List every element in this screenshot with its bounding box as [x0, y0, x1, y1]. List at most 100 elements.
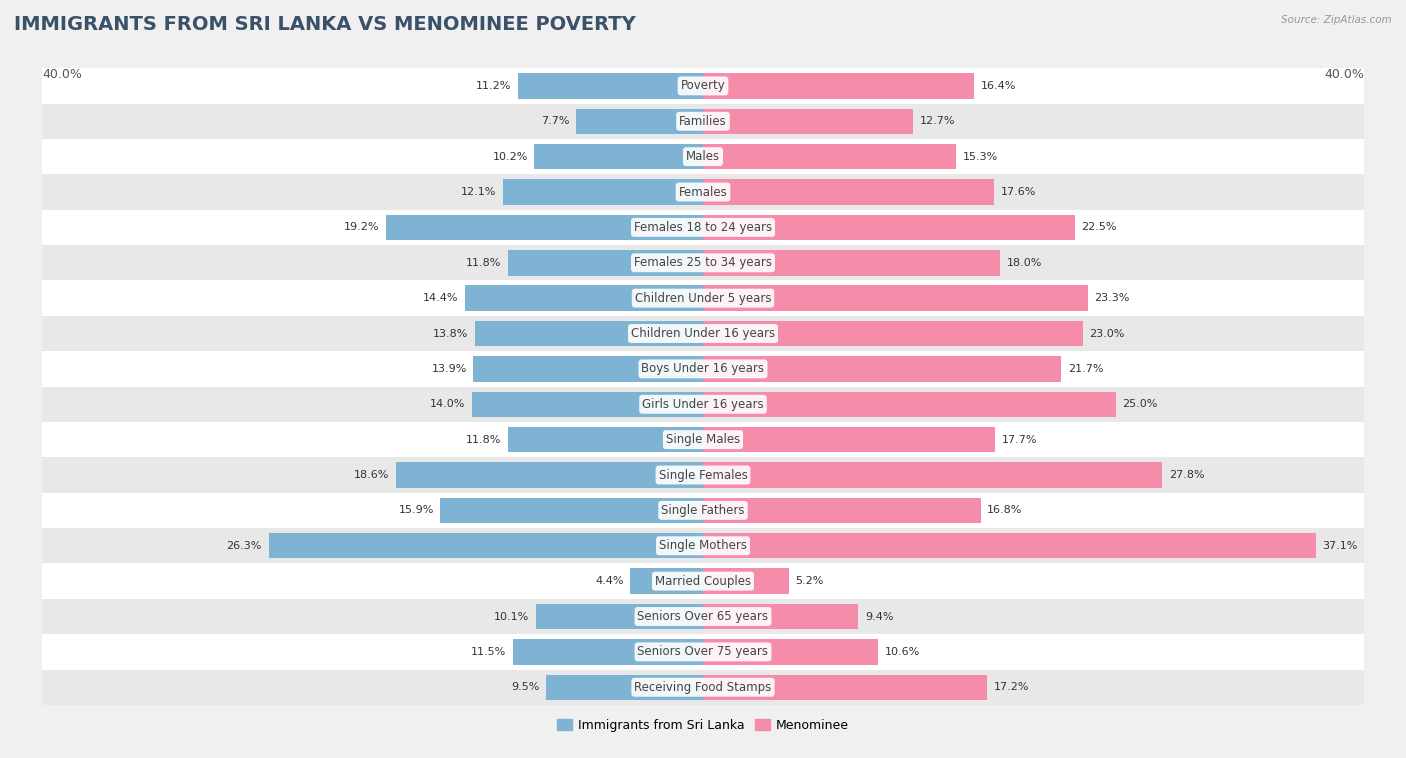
Text: 11.8%: 11.8%: [465, 434, 502, 445]
Bar: [703, 568, 789, 594]
Bar: [42, 174, 1364, 210]
Text: Females 25 to 34 years: Females 25 to 34 years: [634, 256, 772, 269]
Bar: [42, 68, 1364, 104]
Bar: [42, 351, 1364, 387]
Bar: [395, 462, 703, 487]
Text: Married Couples: Married Couples: [655, 575, 751, 587]
Bar: [534, 144, 703, 169]
Text: 23.3%: 23.3%: [1094, 293, 1130, 303]
Bar: [703, 604, 858, 629]
Text: 9.5%: 9.5%: [510, 682, 540, 692]
Bar: [576, 108, 703, 134]
Bar: [42, 139, 1364, 174]
Text: 13.8%: 13.8%: [433, 328, 468, 339]
Text: Girls Under 16 years: Girls Under 16 years: [643, 398, 763, 411]
Bar: [630, 568, 703, 594]
Bar: [440, 498, 703, 523]
Bar: [42, 669, 1364, 705]
Text: 15.9%: 15.9%: [398, 506, 433, 515]
Text: Single Females: Single Females: [658, 468, 748, 481]
Bar: [517, 74, 703, 99]
Text: 12.1%: 12.1%: [461, 187, 496, 197]
Bar: [42, 493, 1364, 528]
Text: 10.2%: 10.2%: [492, 152, 527, 161]
Text: 40.0%: 40.0%: [42, 68, 82, 81]
Text: Children Under 5 years: Children Under 5 years: [634, 292, 772, 305]
Text: 40.0%: 40.0%: [1324, 68, 1364, 81]
Text: 25.0%: 25.0%: [1122, 399, 1159, 409]
Text: 11.2%: 11.2%: [477, 81, 512, 91]
Text: 18.6%: 18.6%: [354, 470, 389, 480]
Bar: [508, 250, 703, 275]
Bar: [42, 599, 1364, 634]
Bar: [42, 634, 1364, 669]
Text: 15.3%: 15.3%: [962, 152, 998, 161]
Text: 14.0%: 14.0%: [430, 399, 465, 409]
Text: 11.5%: 11.5%: [471, 647, 506, 657]
Bar: [42, 387, 1364, 422]
Text: 11.8%: 11.8%: [465, 258, 502, 268]
Text: 23.0%: 23.0%: [1090, 328, 1125, 339]
Text: Boys Under 16 years: Boys Under 16 years: [641, 362, 765, 375]
Text: 4.4%: 4.4%: [595, 576, 624, 586]
Text: IMMIGRANTS FROM SRI LANKA VS MENOMINEE POVERTY: IMMIGRANTS FROM SRI LANKA VS MENOMINEE P…: [14, 15, 636, 34]
Text: 5.2%: 5.2%: [796, 576, 824, 586]
Bar: [546, 675, 703, 700]
Text: Source: ZipAtlas.com: Source: ZipAtlas.com: [1281, 15, 1392, 25]
Bar: [42, 245, 1364, 280]
Bar: [42, 210, 1364, 245]
Bar: [703, 498, 980, 523]
Text: 18.0%: 18.0%: [1007, 258, 1042, 268]
Bar: [703, 321, 1083, 346]
Bar: [42, 316, 1364, 351]
Text: 22.5%: 22.5%: [1081, 222, 1116, 233]
Text: Seniors Over 75 years: Seniors Over 75 years: [637, 645, 769, 659]
Bar: [703, 144, 956, 169]
Legend: Immigrants from Sri Lanka, Menominee: Immigrants from Sri Lanka, Menominee: [553, 714, 853, 737]
Bar: [703, 286, 1088, 311]
Text: Males: Males: [686, 150, 720, 163]
Bar: [42, 457, 1364, 493]
Bar: [385, 215, 703, 240]
Text: Single Mothers: Single Mothers: [659, 539, 747, 553]
Bar: [42, 563, 1364, 599]
Text: 7.7%: 7.7%: [541, 116, 569, 127]
Text: 13.9%: 13.9%: [432, 364, 467, 374]
Text: Children Under 16 years: Children Under 16 years: [631, 327, 775, 340]
Bar: [703, 392, 1116, 417]
Bar: [503, 180, 703, 205]
Text: 9.4%: 9.4%: [865, 612, 893, 622]
Text: Females: Females: [679, 186, 727, 199]
Text: 17.7%: 17.7%: [1002, 434, 1038, 445]
Text: 10.6%: 10.6%: [884, 647, 920, 657]
Text: 12.7%: 12.7%: [920, 116, 955, 127]
Bar: [703, 639, 879, 665]
Text: 10.1%: 10.1%: [495, 612, 530, 622]
Text: Poverty: Poverty: [681, 80, 725, 92]
Text: 26.3%: 26.3%: [226, 540, 262, 551]
Bar: [703, 250, 1001, 275]
Bar: [703, 180, 994, 205]
Bar: [703, 427, 995, 453]
Bar: [471, 392, 703, 417]
Text: 16.8%: 16.8%: [987, 506, 1022, 515]
Bar: [465, 286, 703, 311]
Text: Single Fathers: Single Fathers: [661, 504, 745, 517]
Text: 14.4%: 14.4%: [423, 293, 458, 303]
Text: Receiving Food Stamps: Receiving Food Stamps: [634, 681, 772, 694]
Bar: [703, 533, 1316, 559]
Bar: [269, 533, 703, 559]
Text: 17.2%: 17.2%: [994, 682, 1029, 692]
Bar: [42, 104, 1364, 139]
Bar: [703, 74, 974, 99]
Bar: [42, 422, 1364, 457]
Bar: [703, 675, 987, 700]
Text: Females 18 to 24 years: Females 18 to 24 years: [634, 221, 772, 234]
Bar: [703, 215, 1074, 240]
Bar: [536, 604, 703, 629]
Bar: [703, 356, 1062, 381]
Text: 17.6%: 17.6%: [1001, 187, 1036, 197]
Bar: [513, 639, 703, 665]
Text: 19.2%: 19.2%: [343, 222, 380, 233]
Bar: [703, 108, 912, 134]
